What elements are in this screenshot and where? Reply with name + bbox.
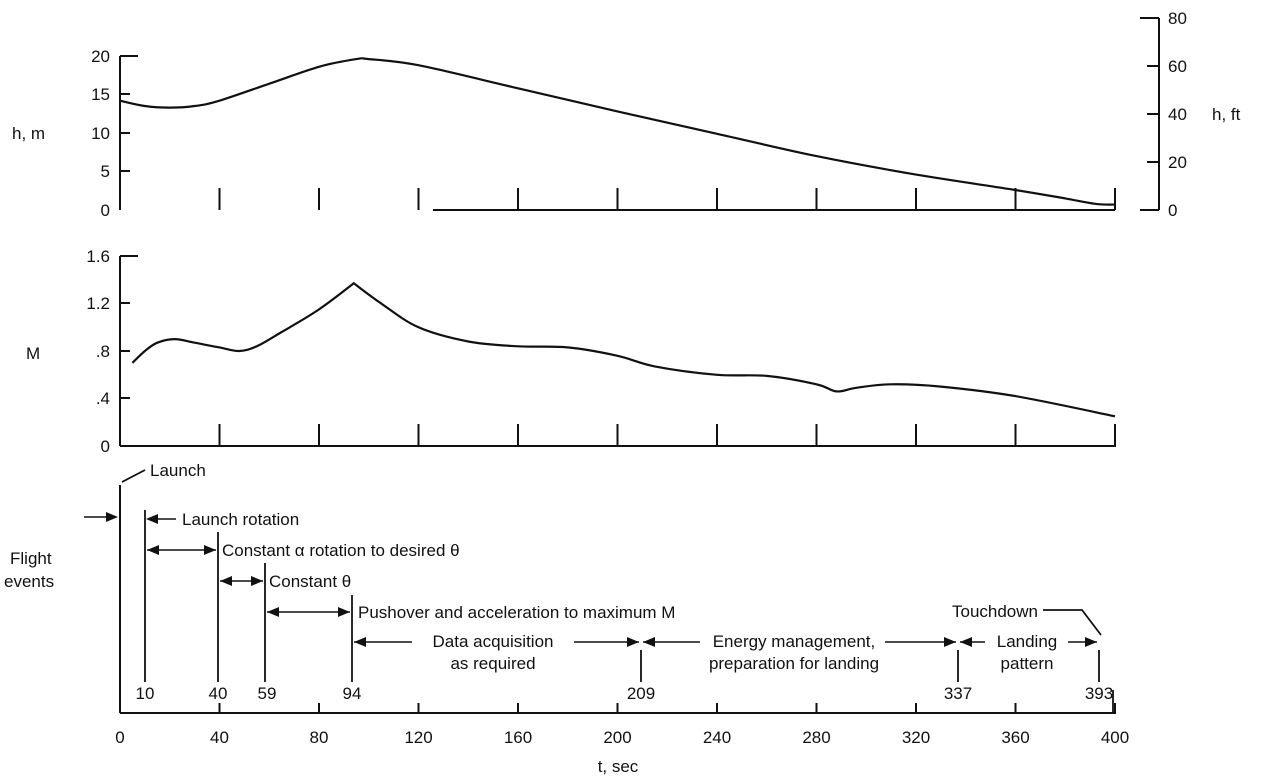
mach-ylabel: M	[26, 344, 40, 363]
altitude-curve	[119, 57, 1116, 206]
data-acq-arrowhead-right	[627, 637, 639, 647]
altitude-ft-ytick-label: 40	[1168, 105, 1187, 124]
launch-leader	[121, 469, 146, 483]
constant-alpha-label: Constant α rotation to desired θ	[222, 541, 460, 560]
time-axis-label: t, sec	[598, 757, 639, 776]
constant-theta-arrowhead-right	[251, 576, 263, 586]
launch-label: Launch	[150, 461, 206, 480]
energy-label-2: preparation for landing	[709, 654, 879, 673]
time-tick-label: 200	[603, 728, 631, 747]
time-tick-label: 320	[902, 728, 930, 747]
event-time-label: 59	[258, 684, 277, 703]
mach-panel: 1.6 1.2 .8 .4 0 M	[26, 247, 1116, 456]
time-x-ticks	[218, 703, 1116, 713]
altitude-ytick-label: 0	[101, 201, 110, 220]
mach-ytick-label: 1.6	[86, 247, 110, 266]
events-label-line2: events	[4, 572, 54, 591]
time-tick-labels: 0 40 80 120 160 200 240 280 320 360 400	[115, 728, 1129, 747]
event-time-label: 10	[136, 684, 155, 703]
altitude-right-ticks	[1140, 17, 1159, 211]
altitude-ytick-label: 20	[91, 47, 110, 66]
events-label-line1: Flight	[10, 549, 52, 568]
time-tick-label: 400	[1101, 728, 1129, 747]
mach-ytick-label: 0	[101, 437, 110, 456]
altitude-ylabel-right: h, ft	[1212, 105, 1241, 124]
time-tick-label: 80	[310, 728, 329, 747]
altitude-left-ticks	[120, 55, 138, 172]
energy-label-1: Energy management,	[713, 632, 876, 651]
launch-rotation-label: Launch rotation	[182, 510, 299, 529]
mach-ytick-label: 1.2	[86, 294, 110, 313]
energy-arrowhead-left	[643, 637, 655, 647]
altitude-ft-ytick-label: 60	[1168, 57, 1187, 76]
event-time-label: 393	[1085, 684, 1113, 703]
time-tick-label: 360	[1001, 728, 1029, 747]
time-tick-label: 0	[115, 728, 124, 747]
time-tick-label: 160	[504, 728, 532, 747]
constant-alpha-arrowhead-left	[147, 545, 159, 555]
mach-ytick-label: .8	[96, 342, 110, 361]
altitude-ft-ytick-label: 20	[1168, 153, 1187, 172]
altitude-ft-ytick-label: 0	[1168, 201, 1177, 220]
time-tick-label: 240	[703, 728, 731, 747]
touchdown-leader	[1043, 609, 1102, 636]
energy-arrowhead-right	[944, 637, 956, 647]
mach-x-ticks	[218, 424, 1116, 446]
constant-theta-arrowhead-left	[220, 576, 232, 586]
pushover-label: Pushover and acceleration to maximum M	[358, 603, 675, 622]
pushover-arrowhead-right	[338, 607, 350, 617]
launch-rotation-arrowhead	[146, 514, 158, 524]
time-tick-label: 120	[404, 728, 432, 747]
event-time-label: 40	[209, 684, 228, 703]
altitude-ylabel: h, m	[12, 124, 45, 143]
landing-arrowhead-right	[1085, 637, 1097, 647]
altitude-x-ticks	[218, 188, 1116, 210]
altitude-ytick-label: 15	[91, 85, 110, 104]
landing-label-1: Landing	[997, 632, 1058, 651]
data-acq-label-1: Data acquisition	[433, 632, 554, 651]
altitude-ytick-label: 5	[101, 162, 110, 181]
touchdown-label: Touchdown	[952, 602, 1038, 621]
altitude-panel: 20 15 10 5 0 h, m 80 60 40 20 0 h, ft	[12, 9, 1241, 220]
landing-label-2: pattern	[1001, 654, 1054, 673]
mach-curve	[131, 281, 1116, 418]
landing-arrowhead-left	[960, 637, 972, 647]
data-acq-label-2: as required	[450, 654, 535, 673]
entry-arrowhead	[106, 512, 118, 522]
altitude-ytick-label: 10	[91, 124, 110, 143]
time-tick-label: 40	[210, 728, 229, 747]
constant-theta-label: Constant θ	[269, 572, 351, 591]
constant-alpha-arrowhead-right	[204, 545, 216, 555]
data-acq-arrowhead-left	[354, 637, 366, 647]
pushover-arrowhead-left	[267, 607, 279, 617]
time-tick-label: 280	[802, 728, 830, 747]
event-time-label: 337	[944, 684, 972, 703]
mach-ytick-label: .4	[96, 389, 110, 408]
event-time-label: 94	[343, 684, 362, 703]
events-panel: Flight events Launch Launch rotation Con…	[4, 461, 1129, 776]
altitude-ft-ytick-label: 80	[1168, 9, 1187, 28]
event-time-label: 209	[627, 684, 655, 703]
